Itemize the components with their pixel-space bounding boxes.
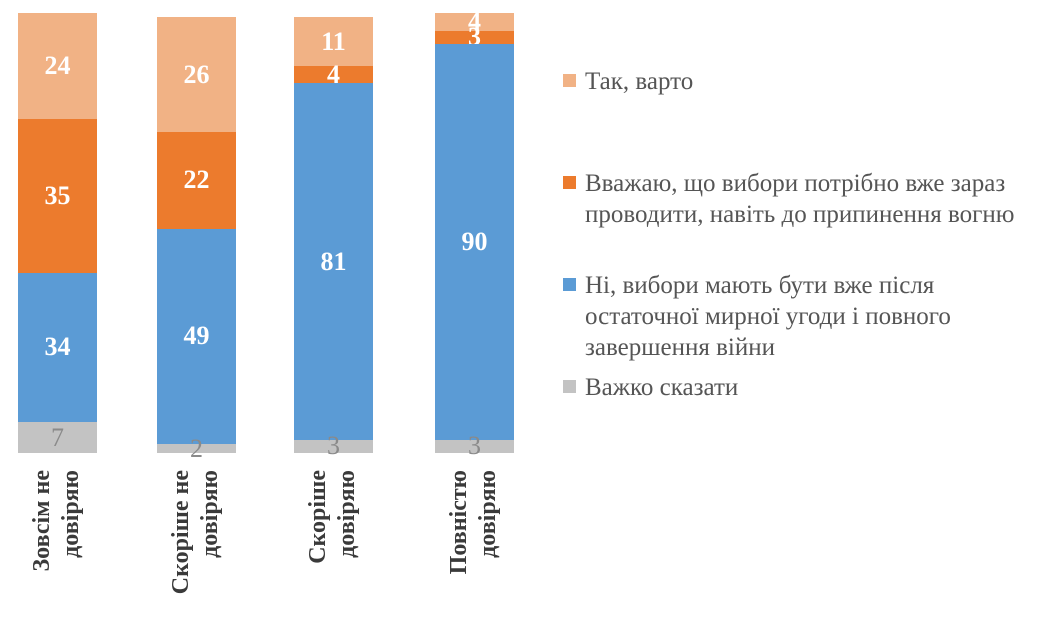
bar-segment: 90: [435, 43, 514, 440]
category-label-line: довіряю: [58, 470, 84, 558]
bar-segment: 11: [294, 17, 373, 66]
category-label-line: Зовсім не: [29, 470, 55, 572]
segment-value-label: 22: [183, 165, 210, 195]
legend-item-hard-to-say: Важко сказати: [563, 372, 1015, 403]
segment-value-label: 26: [183, 59, 210, 89]
bar-segment: 81: [294, 83, 373, 440]
legend-label: Ні, вибори мають бути вже після остаточн…: [585, 272, 951, 361]
category-label-line: довіряю: [197, 470, 223, 558]
bar-2: 26 22 49 2: [157, 17, 236, 461]
segment-value-label: 24: [44, 50, 71, 80]
bar-segment: 2: [157, 435, 236, 461]
bar-segment: 3: [294, 433, 373, 459]
segment-value-label: 90: [461, 226, 488, 256]
bar-segment: 4: [294, 61, 373, 87]
bar-segment: 4: [435, 8, 514, 34]
legend-label: Так, варто: [585, 68, 694, 95]
bar-1: 24 35 34 7: [18, 13, 97, 453]
bar-segment: 7: [18, 422, 97, 453]
category-label-line: Повністю: [446, 470, 472, 575]
segment-value-label: 2: [190, 433, 203, 463]
legend-item-elections-now: Вважаю, що вибори потрібно вже зараз про…: [563, 168, 1015, 230]
category-label-line: Скоріше: [305, 470, 331, 564]
segment-value-label: 35: [44, 180, 71, 210]
legend-swatch-blue: [563, 278, 576, 291]
segment-value-label: 4: [327, 59, 340, 89]
bar-3: 11 4 81 3: [294, 17, 373, 459]
legend-label: Вважаю, що вибори потрібно вже зараз про…: [585, 170, 1015, 228]
category-label-rather-distrust: Скоріше не довіряю: [167, 470, 225, 594]
category-label-line: довіряю: [334, 470, 360, 558]
category-label-fully-trust: Повністю довіряю: [445, 470, 503, 574]
bar-segment: 49: [157, 228, 236, 445]
bar-segment: 3: [435, 433, 514, 459]
legend-item-yes-worth-it: Так, варто: [563, 66, 1015, 97]
bar-segment: 26: [157, 17, 236, 132]
bar-segment: 34: [18, 272, 97, 423]
category-label-line: Скоріше не: [168, 470, 194, 595]
legend-swatch-light-orange: [563, 74, 576, 87]
segment-value-label: 11: [321, 26, 346, 56]
segment-value-label: 34: [44, 332, 71, 362]
segment-value-label: 3: [468, 22, 481, 52]
bar-segment: 22: [157, 131, 236, 229]
bar-segment: 3: [435, 24, 514, 50]
category-label-line: довіряю: [475, 470, 501, 558]
segment-value-label: 3: [468, 431, 481, 461]
legend: Так, варто Вважаю, що вибори потрібно вж…: [563, 0, 1018, 620]
segment-value-label: 4: [468, 6, 481, 36]
legend-swatch-gray: [563, 380, 576, 393]
legend-swatch-orange: [563, 176, 576, 189]
segment-value-label: 7: [51, 422, 64, 452]
legend-label: Важко сказати: [585, 374, 739, 401]
bar-4: 4 3 90 3: [435, 8, 514, 459]
segment-value-label: 3: [327, 431, 340, 461]
category-label-rather-trust: Скоріше довіряю: [304, 470, 362, 564]
legend-item-elections-after-war: Ні, вибори мають бути вже після остаточн…: [563, 270, 1015, 363]
category-label-completely-distrust: Зовсім не довіряю: [28, 470, 86, 571]
segment-value-label: 81: [320, 246, 347, 276]
segment-value-label: 49: [183, 321, 210, 351]
bar-segment: 24: [18, 13, 97, 119]
bar-segment: 35: [18, 118, 97, 273]
